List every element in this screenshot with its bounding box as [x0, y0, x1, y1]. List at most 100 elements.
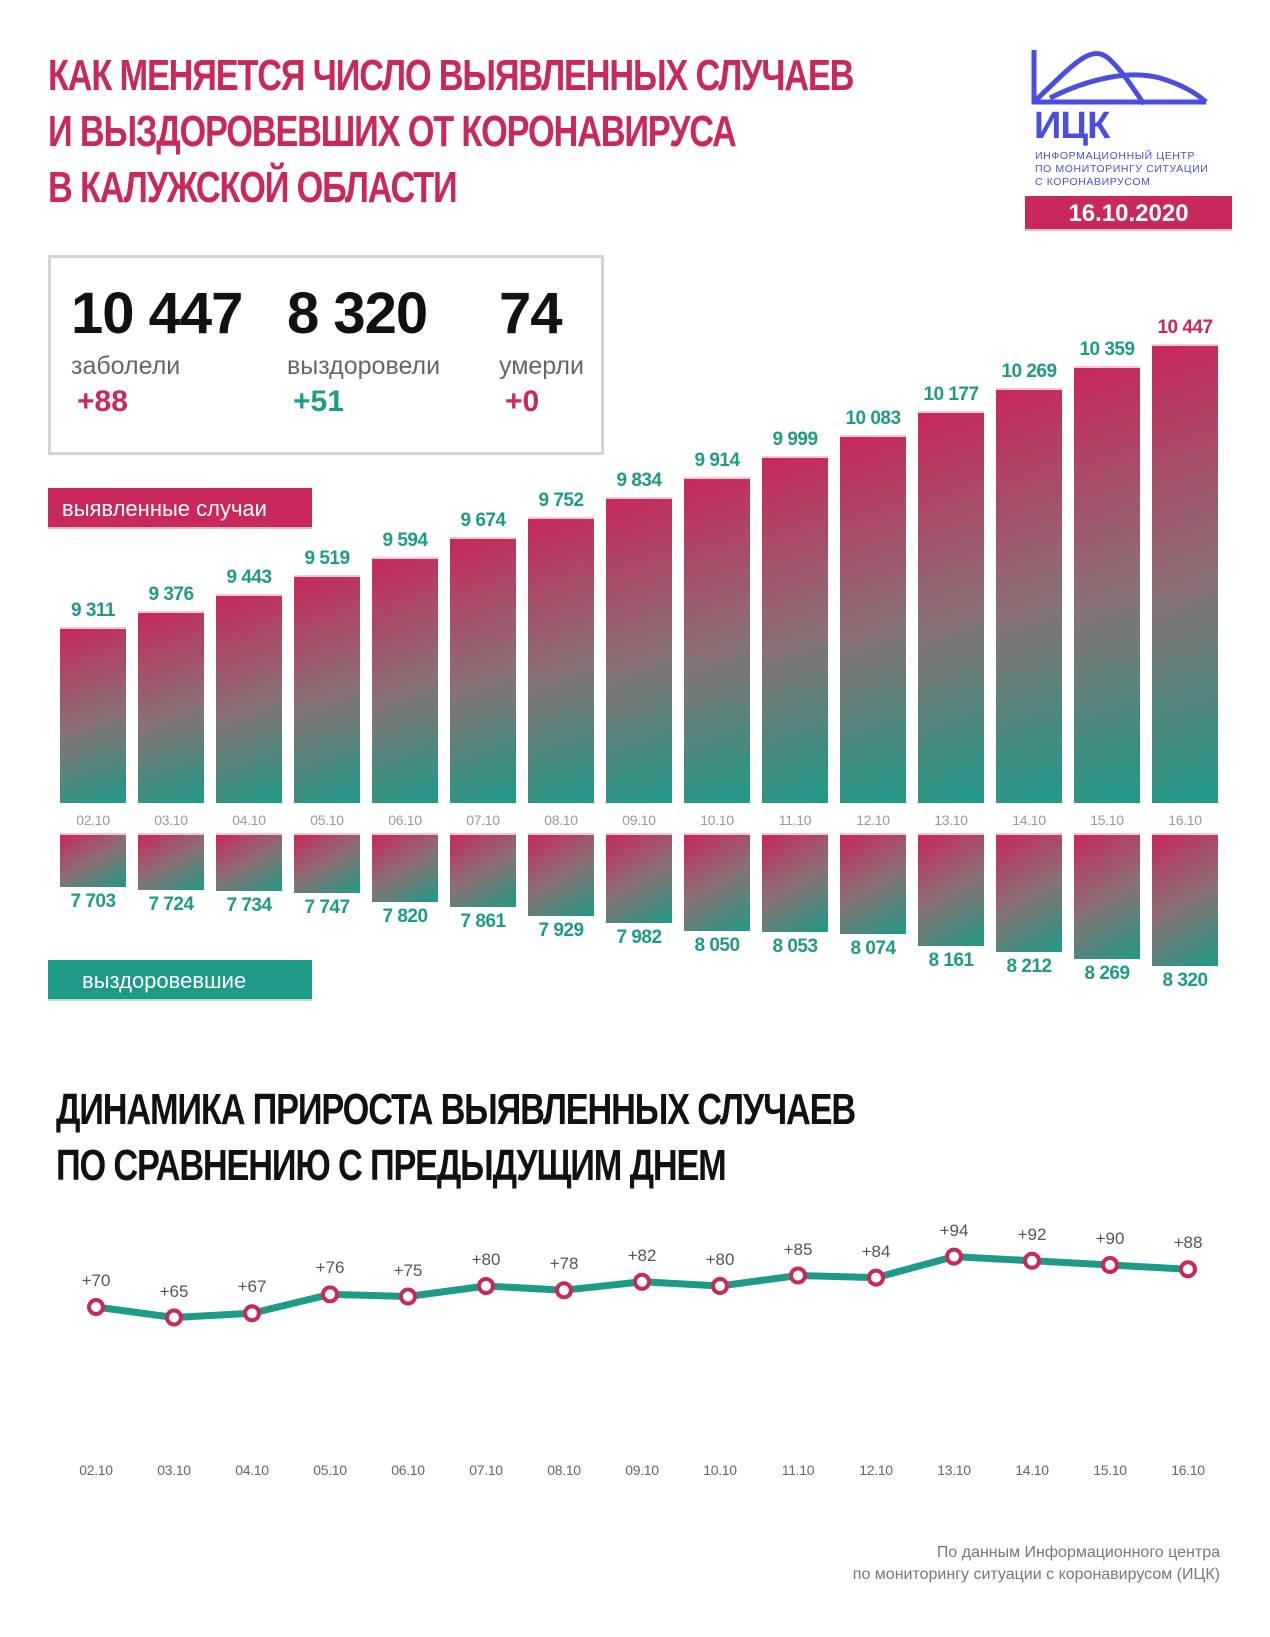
- recovered-bar: [60, 833, 126, 887]
- bar-date-label: 06.10: [388, 812, 422, 828]
- recovered-bar: [918, 833, 984, 946]
- cases-bar: [60, 627, 126, 803]
- cases-bar: [528, 517, 594, 803]
- stat-deaths: 74 умерли +0: [499, 282, 584, 420]
- data-point-label: +75: [393, 1260, 423, 1280]
- cases-recovered-bar-chart: 9 311 02.10 7 703 9 376 03.10 7 724 9 443 04.10…: [60, 317, 1218, 991]
- cases-bar-value: 9 999: [772, 429, 818, 450]
- recovered-bar-value: 8 074: [850, 938, 896, 959]
- data-point-marker-icon: [165, 1308, 183, 1327]
- recovered-bar: [216, 833, 282, 891]
- line-date-label: 08.10: [547, 1462, 581, 1478]
- line-date-label: 11.10: [781, 1462, 815, 1478]
- data-point-label: +84: [861, 1241, 891, 1261]
- bar-date-label: 08.10: [544, 812, 578, 828]
- line-date-label: 06.10: [391, 1462, 425, 1478]
- bar-date-label: 02.10: [76, 812, 110, 828]
- logo-sub-line: по мониторингу ситуации: [1035, 163, 1209, 175]
- bar-date-label: 09.10: [622, 812, 656, 828]
- bar-date-label: 11.10: [778, 812, 812, 828]
- recovered-bar-value: 7 861: [460, 911, 506, 932]
- recovered-bar: [372, 833, 438, 902]
- recovered-bar-value: 7 820: [382, 906, 428, 927]
- date-badge: 16.10.2020: [1025, 196, 1232, 231]
- subtitle-line-1: ДИНАМИКА ПРИРОСТА ВЫЯВЛЕННЫХ СЛУЧАЕВ: [56, 1085, 856, 1134]
- recovered-bar-value: 7 703: [70, 891, 116, 912]
- recovered-bar: [684, 833, 750, 931]
- data-point-label: +65: [159, 1281, 189, 1301]
- data-point-marker-icon: [1023, 1251, 1041, 1270]
- cases-bar-value: 10 177: [923, 384, 979, 405]
- page-title: КАК МЕНЯЕТСЯ ЧИСЛО ВЫЯВЛЕННЫХ СЛУЧАЕВ И …: [48, 48, 854, 216]
- logo-subtitle: Информационный центр по мониторингу ситу…: [1035, 150, 1208, 189]
- bar-date-label: 10.10: [700, 812, 734, 828]
- recovered-bar: [840, 833, 906, 934]
- source-footer: По данным Информационного центра по мони…: [853, 1542, 1220, 1586]
- cases-bar-value: 9 914: [694, 450, 740, 471]
- data-point-label: +82: [627, 1245, 657, 1265]
- bar-date-label: 12.10: [856, 812, 890, 828]
- icc-logo: ИЦК Информационный центр по мониторингу …: [1030, 48, 1235, 233]
- line-date-label: 02.10: [79, 1462, 113, 1478]
- cases-bar: [1152, 344, 1218, 803]
- data-point-label: +85: [783, 1239, 813, 1259]
- bar-date-label: 15.10: [1090, 812, 1124, 828]
- data-point-marker-icon: [945, 1247, 963, 1266]
- data-point-marker-icon: [399, 1287, 417, 1306]
- recovered-bar-value: 8 320: [1162, 970, 1208, 991]
- recovered-bar: [450, 833, 516, 907]
- recovered-bar-value: 7 747: [304, 897, 350, 918]
- recovered-bar: [528, 833, 594, 916]
- data-point-label: +78: [549, 1254, 579, 1274]
- cases-bar-value: 9 752: [538, 490, 584, 511]
- legend-cases: выявленные случаи: [48, 488, 312, 529]
- data-point-label: +67: [237, 1277, 267, 1297]
- line-date-label: 13.10: [937, 1462, 971, 1478]
- cases-bar-value: 10 447: [1157, 317, 1213, 338]
- data-point-marker-icon: [711, 1277, 729, 1295]
- trend-line: [95, 1253, 1189, 1321]
- cases-bar: [294, 575, 360, 803]
- cases-bar: [1074, 366, 1140, 803]
- data-point-marker-icon: [867, 1268, 885, 1287]
- footer-line-2: по мониторингу ситуации с коронавирусом …: [852, 1566, 1220, 1583]
- cases-bar-value: 10 083: [845, 408, 901, 429]
- recovered-bar: [138, 833, 204, 890]
- cases-bar: [216, 594, 282, 803]
- logo-sub-line: с коронавирусом: [1035, 176, 1151, 188]
- recovered-bar: [606, 833, 672, 923]
- deaths-delta: +0: [505, 385, 540, 418]
- recovered-bar: [762, 833, 828, 932]
- stat-recovered: 8 320 выздоровели +51: [287, 282, 440, 420]
- recovered-bar-value: 8 050: [694, 935, 740, 956]
- line-date-label: 04.10: [235, 1462, 269, 1478]
- line-date-label: 03.10: [157, 1462, 191, 1478]
- recovered-bar-value: 7 982: [616, 927, 662, 948]
- cases-bar: [606, 497, 672, 803]
- line-chart-title: ДИНАМИКА ПРИРОСТА ВЫЯВЛЕННЫХ СЛУЧАЕВ ПО …: [56, 1082, 856, 1194]
- curve-logo-icon: [1031, 50, 1208, 106]
- recovered-bar-value: 7 734: [226, 895, 272, 916]
- cases-bar: [918, 411, 984, 803]
- bar-date-label: 04.10: [232, 812, 266, 828]
- cases-bar-value: 9 834: [616, 470, 662, 491]
- cases-bar: [684, 477, 750, 803]
- title-line-3: В КАЛУЖСКОЙ ОБЛАСТИ: [48, 163, 458, 212]
- cases-bar: [450, 537, 516, 803]
- data-point-label: +92: [1017, 1224, 1047, 1244]
- line-date-label: 15.10: [1093, 1462, 1127, 1478]
- title-line-2: И ВЫЗДОРОВЕВШИХ ОТ КОРОНАВИРУСА: [48, 107, 737, 156]
- data-point-label: +90: [1095, 1229, 1125, 1248]
- data-point-marker-icon: [633, 1272, 651, 1291]
- data-point-marker-icon: [1101, 1256, 1119, 1274]
- line-date-label: 09.10: [625, 1462, 659, 1478]
- footer-line-1: По данным Информационного центра: [936, 1544, 1220, 1561]
- summary-box: 10 447 заболели +88 8 320 выздоровели +5…: [48, 255, 604, 455]
- logo-abbreviation: ИЦК: [1034, 105, 1110, 147]
- data-point-label: +88: [1173, 1233, 1203, 1253]
- cases-bar-value: 9 674: [460, 510, 506, 531]
- bar-date-label: 14.10: [1012, 812, 1046, 828]
- data-point-label: +94: [939, 1220, 969, 1240]
- cases-bar-value: 9 443: [226, 567, 272, 588]
- data-point-marker-icon: [87, 1298, 105, 1316]
